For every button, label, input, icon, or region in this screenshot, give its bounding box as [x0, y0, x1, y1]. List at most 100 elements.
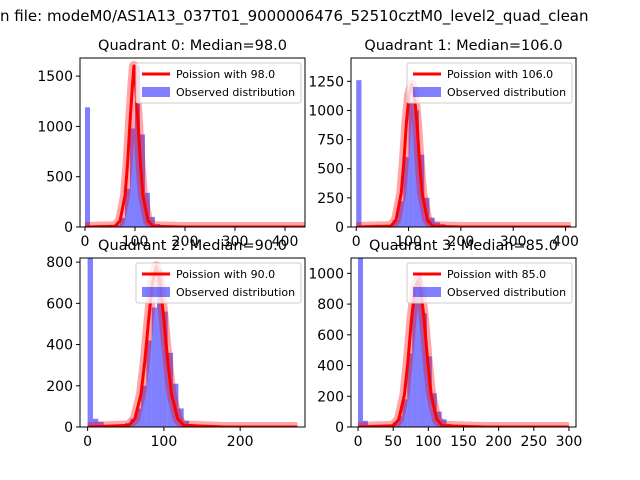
histogram-bar — [408, 102, 414, 227]
histogram-bar — [178, 408, 184, 427]
legend-bar-swatch — [142, 287, 170, 297]
histogram-bar — [407, 353, 413, 427]
legend-entry-fit: Poission with 98.0 — [176, 68, 275, 81]
histogram-bar — [157, 270, 163, 427]
legend-entry-observed: Observed distribution — [176, 86, 295, 99]
legend: Poission with 106.0 Observed distribution — [406, 62, 573, 104]
histogram-bar — [120, 217, 125, 227]
subplot-quadrant-0: 0 100 200 300 400 0 500 1000 1500 Poission with 9… — [37, 38, 306, 250]
histogram-bar — [403, 157, 409, 227]
histogram-bar — [417, 274, 423, 427]
x-tick-label: 300 — [222, 234, 249, 250]
y-tick-label: 800 — [317, 297, 344, 313]
legend-entry-fit: Poission with 106.0 — [447, 68, 553, 81]
y-tick-label: 750 — [317, 133, 344, 149]
histogram-bar — [162, 311, 168, 427]
subplot-title: Quadrant 3: Median=85.0 — [369, 238, 558, 254]
x-tick-label: 100 — [122, 234, 149, 250]
axes-frame — [79, 257, 306, 428]
subplot-title: Quadrant 0: Median=98.0 — [98, 38, 287, 54]
histogram-bar — [130, 128, 135, 227]
histogram-bar — [436, 411, 442, 427]
figure-suptitle: n file: modeM0/AS1A13_037T01_9000006476_… — [0, 7, 589, 26]
x-tick-label: 0 — [81, 234, 90, 250]
legend-box — [406, 62, 573, 104]
histogram-bar — [92, 418, 99, 427]
subplot-title: Quadrant 2: Median=90.0 — [98, 238, 287, 254]
histogram-bar — [150, 216, 155, 227]
y-tick-label: 1500 — [37, 69, 73, 85]
y-tick-label: 250 — [317, 191, 344, 207]
histogram-bar — [441, 419, 447, 427]
x-tick-label: 200 — [172, 234, 199, 250]
x-tick-label: 200 — [448, 234, 475, 250]
subplot-quadrant-2: 0 100 200 0 200 400 600 800 Poission with 90.0 Ob… — [46, 238, 306, 450]
histogram-bar — [85, 107, 90, 227]
histogram-bar — [356, 80, 362, 227]
histogram-bar — [141, 385, 147, 427]
legend-entry-fit: Poission with 90.0 — [176, 268, 275, 281]
x-tick-label: 0 — [352, 234, 361, 250]
y-tick-label: 400 — [317, 359, 344, 375]
x-tick-label: 100 — [151, 434, 178, 450]
histogram-bar — [434, 222, 440, 227]
x-tick-label: 150 — [450, 434, 477, 450]
y-tick-label: 500 — [317, 162, 344, 178]
histogram-bar — [402, 399, 408, 427]
histogram-bar — [98, 421, 104, 427]
y-tick-label: 600 — [317, 328, 344, 344]
y-tick-label: 1000 — [308, 266, 344, 282]
histogram-bar — [397, 416, 403, 427]
y-tick-label: 0 — [64, 420, 73, 436]
legend-bar-swatch — [413, 87, 441, 97]
legend: Poission with 90.0 Observed distribution — [135, 262, 302, 304]
histogram-bar — [429, 217, 435, 227]
legend-box — [135, 262, 302, 304]
histogram-bar — [146, 340, 152, 427]
y-tick-label: 400 — [46, 338, 73, 354]
legend: Poission with 98.0 Observed distribution — [135, 62, 302, 104]
y-tick-label: 0 — [64, 220, 73, 236]
legend-entry-observed: Observed distribution — [176, 286, 295, 299]
y-tick-label: 200 — [46, 379, 73, 395]
y-tick-label: 1250 — [308, 74, 344, 90]
histogram-bar — [398, 201, 404, 227]
x-tick-label: 200 — [485, 434, 512, 450]
subplot-quadrant-1: 0 100 200 300 400 0 250 500 750 1000 1250 Poission … — [308, 38, 579, 250]
x-tick-label: 400 — [552, 234, 579, 250]
histogram-bar — [125, 188, 130, 227]
histogram-bar — [183, 420, 190, 427]
legend-box — [135, 62, 302, 104]
y-tick-label: 600 — [46, 296, 73, 312]
y-tick-label: 200 — [317, 389, 344, 405]
histogram-bar — [413, 110, 420, 227]
y-tick-label: 0 — [335, 420, 344, 436]
histogram-bar — [151, 307, 158, 427]
legend-box — [406, 262, 573, 304]
x-tick-label: 100 — [395, 234, 422, 250]
legend-entry-observed: Observed distribution — [447, 286, 566, 299]
x-tick-label: 250 — [520, 434, 547, 450]
legend: Poission with 85.0 Observed distribution — [406, 262, 573, 304]
x-tick-label: 50 — [384, 434, 402, 450]
x-tick-label: 300 — [500, 234, 527, 250]
histogram-bar — [392, 220, 399, 227]
axes-frame — [350, 57, 577, 228]
y-tick-label: 0 — [335, 220, 344, 236]
axes-frame — [79, 57, 306, 228]
legend-entry-fit: Poission with 85.0 — [447, 268, 546, 281]
x-tick-label: 400 — [272, 234, 299, 250]
subplot-title: Quadrant 1: Median=106.0 — [364, 38, 562, 54]
legend-bar-swatch — [413, 287, 441, 297]
legend-bar-swatch — [142, 87, 170, 97]
legend-entry-observed: Observed distribution — [447, 86, 566, 99]
y-tick-label: 1000 — [37, 119, 73, 135]
x-tick-label: 100 — [415, 434, 442, 450]
y-tick-label: 500 — [46, 170, 73, 186]
histogram-bar — [135, 66, 140, 227]
histogram-bar — [358, 258, 363, 427]
histogram-bar — [412, 296, 418, 427]
y-tick-label: 1000 — [308, 103, 344, 119]
x-tick-label: 0 — [83, 434, 92, 450]
